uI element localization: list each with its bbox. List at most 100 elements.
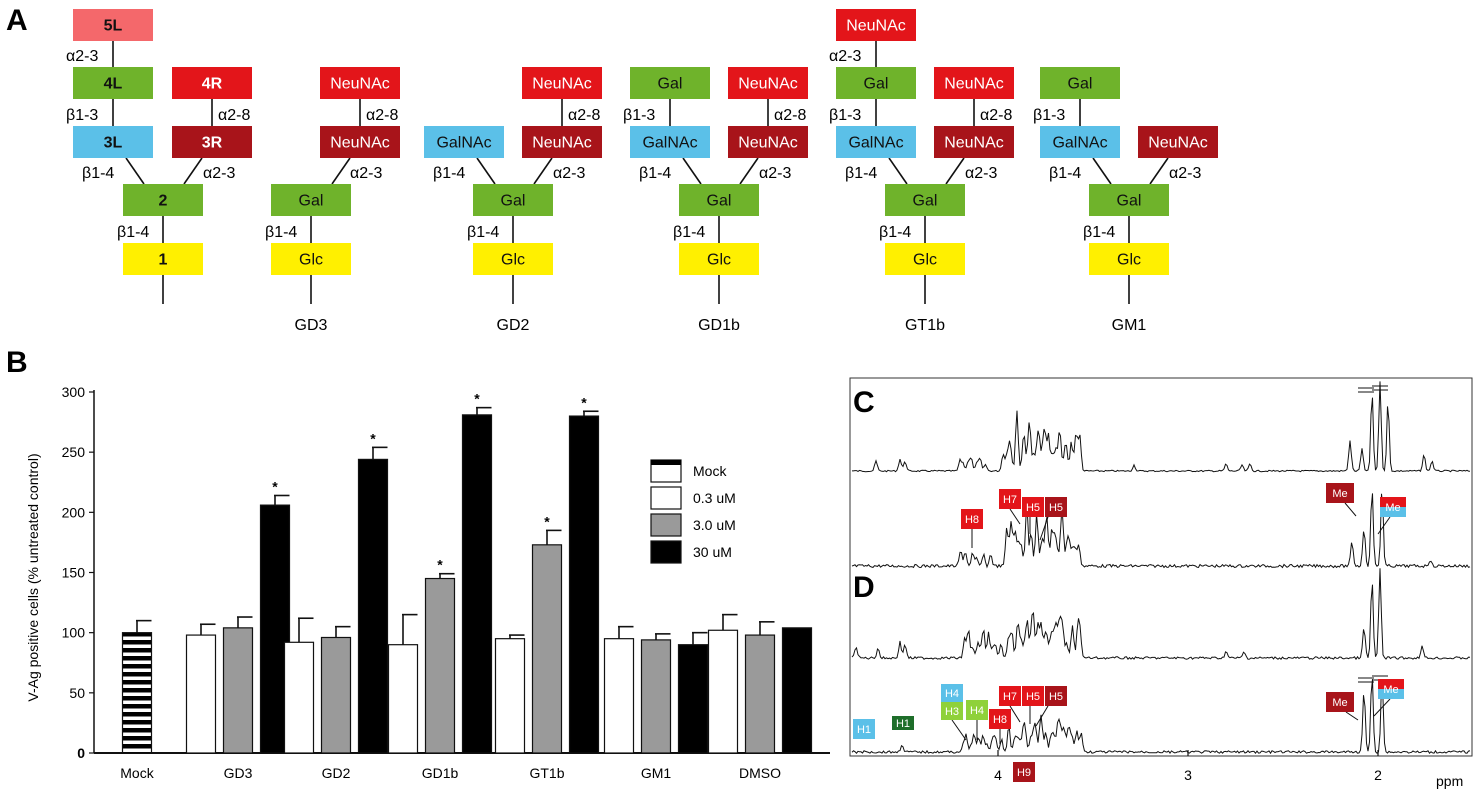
glycan-residue: NeuNAc: [934, 67, 1014, 99]
peak-label-box: [989, 709, 1011, 729]
residue-label: NeuNAc: [532, 76, 592, 93]
glycan-residue: Gal: [836, 67, 916, 99]
bar: [744, 634, 776, 754]
bar-group-gm1: GM1: [603, 625, 709, 781]
residue-box: [1138, 126, 1218, 158]
peak-label: H5: [1039, 497, 1067, 541]
bar: [531, 544, 563, 754]
glycan-residue: Gal: [630, 67, 710, 99]
peak-pointer: [951, 719, 967, 741]
glycan-residue: Gal: [1089, 184, 1169, 216]
glycan-gd3: α2-8 α2-3 β1-4 NeuNAc NeuNAc Gal Glc GD3: [265, 67, 400, 334]
peak-label-text: Me: [1385, 502, 1400, 514]
y-tick-label: 250: [62, 444, 86, 460]
bar: [707, 629, 739, 754]
peak-pointer: [1373, 698, 1391, 717]
residue-box: [885, 184, 965, 216]
residue-box: [473, 243, 553, 275]
peak-label-box: [1378, 689, 1404, 699]
glycan-bond: [1149, 157, 1169, 185]
linkage-label: α2-3: [1169, 165, 1201, 182]
peak-label: H5: [1035, 686, 1067, 727]
glycan-residue: 1: [123, 243, 203, 275]
bar: [357, 458, 389, 754]
glycan-residue: GalNAc: [836, 126, 916, 158]
residue-label: NeuNAc: [846, 18, 906, 35]
peak-label: Me: [1326, 483, 1357, 517]
linkage-label: β1-4: [82, 165, 114, 182]
glycan-residue: Glc: [1089, 243, 1169, 275]
residue-label: Gal: [658, 76, 683, 93]
legend-label: 0.3 uM: [693, 490, 736, 506]
glycan-residue: NeuNAc: [1138, 126, 1218, 158]
glycan-residue: NeuNAc: [522, 126, 602, 158]
residue-label: NeuNAc: [330, 135, 390, 152]
bar: [424, 577, 456, 754]
residue-label: Gal: [299, 193, 324, 210]
peak-label-box: [999, 489, 1021, 509]
residue-label: Gal: [707, 193, 732, 210]
residue-label: Glc: [913, 252, 937, 269]
residue-box: [522, 126, 602, 158]
residue-box: [1089, 243, 1169, 275]
glycan-residue: Gal: [271, 184, 351, 216]
residue-box: [1040, 126, 1120, 158]
linkage-label: α2-3: [66, 48, 98, 65]
peak-label: H1: [853, 719, 875, 739]
linkage-label: β1-4: [117, 224, 149, 241]
glycan-residue: 3L: [73, 126, 153, 158]
glycan-name: GD2: [497, 317, 530, 334]
glycan-name: GD3: [295, 317, 328, 334]
peak-label-text: H9: [1017, 767, 1031, 779]
peak-label-text: H3: [945, 706, 959, 718]
linkage-label: α2-8: [568, 107, 600, 124]
peak-label-box: [1022, 497, 1044, 517]
nmr-frame: [849, 377, 1473, 757]
residue-label: NeuNAc: [532, 135, 592, 152]
peak-label-text: H1: [896, 718, 910, 730]
bar: [603, 638, 635, 754]
linkage-label: α2-3: [350, 165, 382, 182]
residue-box: [630, 126, 710, 158]
y-tick-label: 200: [62, 504, 86, 520]
glycan-residue: NeuNAc: [728, 126, 808, 158]
peak-label: Me: [1373, 679, 1404, 717]
residue-label: Glc: [707, 252, 731, 269]
panel-letter-a: A: [6, 4, 28, 37]
peak-label: H1: [892, 716, 914, 730]
residue-box: [836, 126, 916, 158]
residue-box: [123, 184, 203, 216]
peak-pointer: [1344, 502, 1357, 517]
glycan-residue: Gal: [679, 184, 759, 216]
significance-marker: *: [581, 394, 587, 410]
linkage-label: α2-8: [774, 107, 806, 124]
residue-label: Glc: [501, 252, 525, 269]
glycan-residue: NeuNAc: [320, 126, 400, 158]
bar: [494, 638, 526, 754]
panel-b-bar-chart: 0 50 100 150 200 250 300 V-Ag positive cells (%…: [25, 384, 830, 781]
bar: [461, 414, 493, 754]
legend-label: 3.0 uM: [693, 517, 736, 533]
peak-label-box: [1022, 686, 1044, 706]
glycan-residue: NeuNAc: [934, 126, 1014, 158]
linkage-label: β1-4: [673, 224, 705, 241]
panel-letter-b: B: [6, 346, 28, 379]
linkage-label: β1-4: [879, 224, 911, 241]
glycan-residue: Gal: [1040, 67, 1120, 99]
peak-label-text: H5: [1026, 502, 1040, 514]
glycan-residue: 4L: [73, 67, 153, 99]
bar: [121, 632, 153, 754]
peak-pointer: [1345, 711, 1359, 721]
panel-a-glycan-structures: α2-3 β1-3 α2-8 β1-4 α2-3 β1-4 5L 4L 4R 3L 3R 2 1 α2-8…: [66, 9, 1218, 334]
peak-label-text: H5: [1026, 691, 1040, 703]
glycan-bond: [945, 157, 965, 185]
glycan-bond: [1092, 157, 1112, 185]
peak-label-text: H8: [993, 714, 1007, 726]
peak-label-box: [1045, 497, 1067, 517]
peak-label-text: H1: [857, 724, 871, 736]
glycan-residue: Glc: [885, 243, 965, 275]
ppm-tick-label: 3: [1184, 767, 1192, 783]
residue-label: NeuNAc: [944, 135, 1004, 152]
x-tick-label: GD3: [224, 765, 253, 781]
residue-box: [728, 67, 808, 99]
